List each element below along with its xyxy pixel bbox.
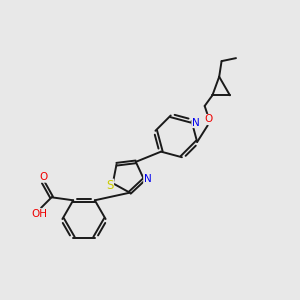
Text: OH: OH (32, 209, 48, 219)
Text: N: N (144, 174, 152, 184)
Text: O: O (204, 115, 212, 124)
Text: N: N (192, 118, 200, 128)
Text: O: O (39, 172, 47, 182)
Text: S: S (106, 179, 113, 192)
